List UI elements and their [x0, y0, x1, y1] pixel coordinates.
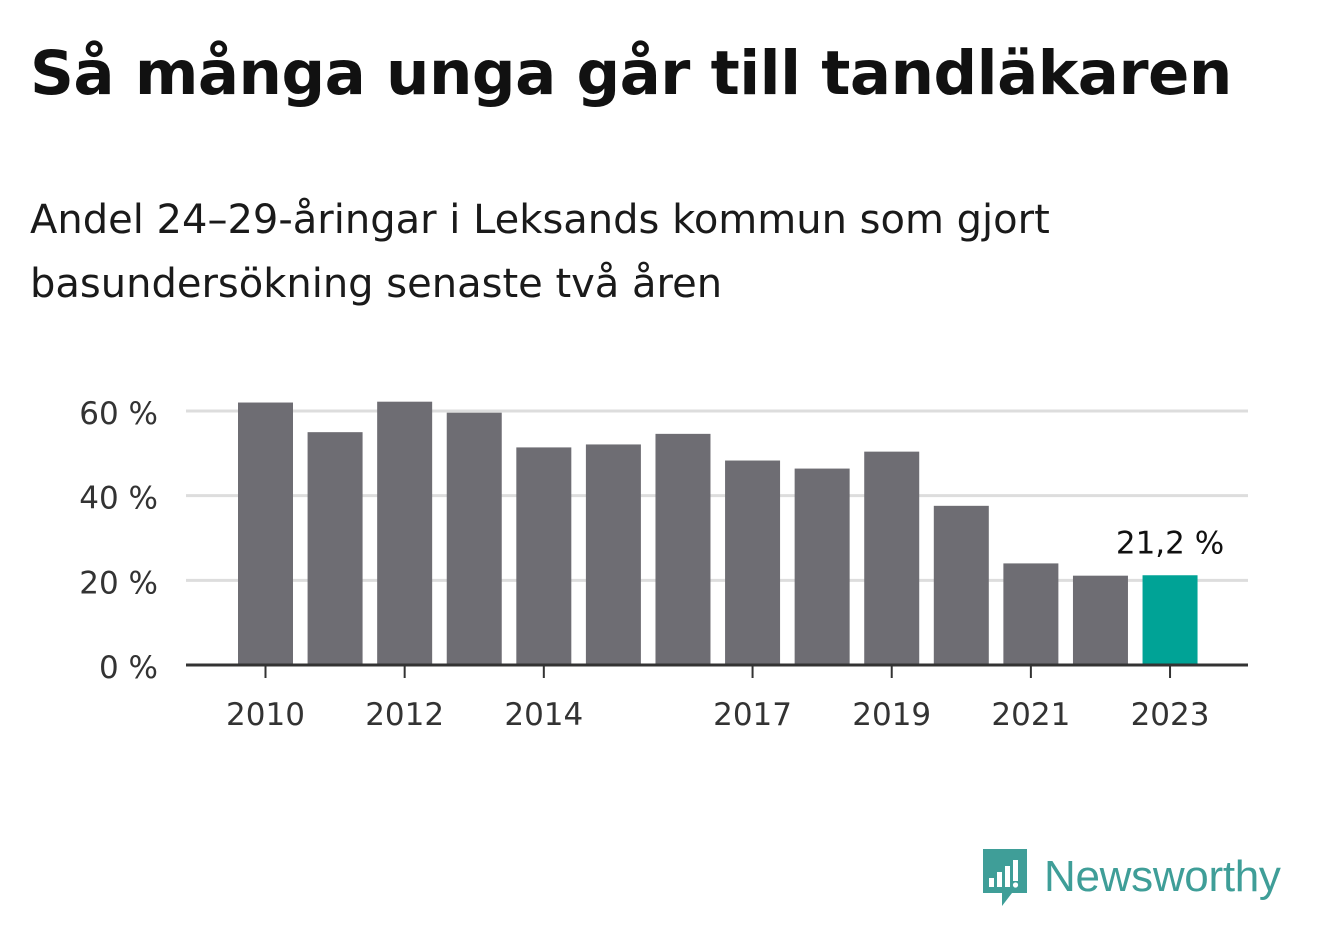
x-tick-label: 2017 [713, 697, 792, 733]
x-tick-label: 2021 [991, 697, 1070, 733]
newsworthy-logo: Newsworthy [980, 846, 1281, 908]
x-tick-label: 2014 [504, 697, 583, 733]
y-tick-label: 40 % [79, 481, 158, 517]
bar [794, 468, 850, 665]
newsworthy-brand: Newsworthy [1044, 852, 1281, 901]
x-tick-label: 2012 [365, 697, 444, 733]
bar [725, 460, 781, 665]
data-label: 21,2 % [1116, 525, 1224, 561]
x-tick-label: 2023 [1131, 697, 1210, 733]
bar [377, 401, 433, 665]
bar [655, 433, 711, 665]
x-tick-label: 2010 [226, 697, 305, 733]
bar [446, 412, 502, 665]
bar [933, 505, 989, 665]
bar [307, 432, 363, 665]
bar [1072, 575, 1128, 665]
bar-highlight [1142, 575, 1198, 665]
x-tick-label: 2019 [852, 697, 931, 733]
bar [1003, 563, 1059, 665]
bar [238, 402, 293, 665]
chart-title: Så många unga går till tandläkaren [30, 38, 1232, 109]
newsworthy-logo-icon [983, 849, 1027, 906]
bar [864, 451, 920, 665]
y-tick-label: 20 % [79, 565, 158, 601]
bar [516, 447, 572, 665]
chart-subtitle: Andel 24–29-åringar i Leksands kommun so… [30, 197, 1050, 307]
bar [585, 444, 641, 665]
y-tick-label: 0 % [99, 650, 158, 686]
y-tick-label: 60 % [79, 396, 158, 432]
